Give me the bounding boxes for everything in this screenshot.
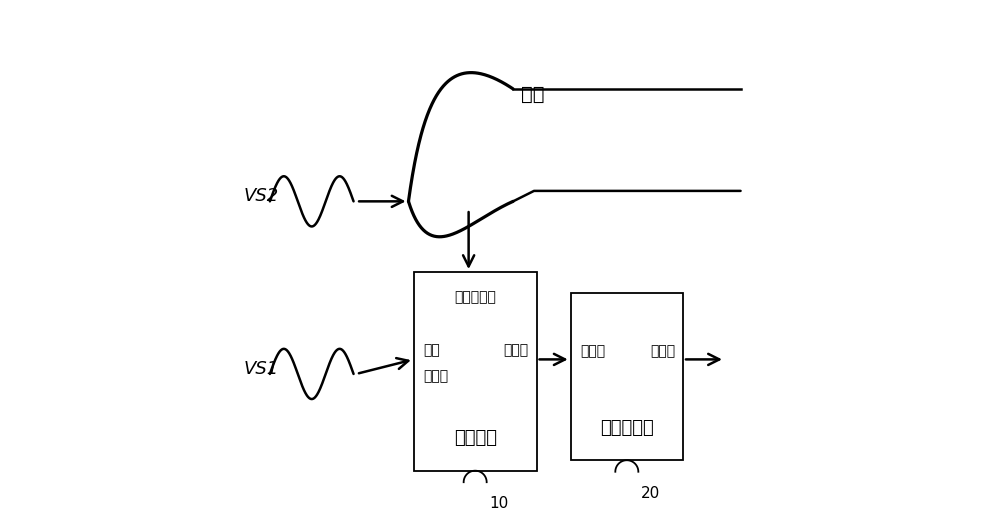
Text: 第一: 第一 [423, 343, 440, 357]
Text: VS1: VS1 [244, 360, 279, 378]
Text: 第二输入端: 第二输入端 [454, 290, 496, 304]
Text: 输出端: 输出端 [504, 343, 529, 357]
Text: 手指: 手指 [521, 85, 544, 104]
Text: 输入端: 输入端 [580, 345, 605, 358]
Text: 反馈放大器: 反馈放大器 [600, 419, 654, 437]
Text: VS2: VS2 [244, 187, 279, 205]
Text: 20: 20 [641, 486, 660, 501]
Bar [414, 272, 537, 471]
Text: 抗消模块: 抗消模块 [454, 429, 497, 447]
Bar [571, 293, 683, 460]
Text: 10: 10 [489, 496, 509, 511]
Text: 输入端: 输入端 [423, 369, 448, 383]
Text: 输出端: 输出端 [650, 345, 675, 358]
